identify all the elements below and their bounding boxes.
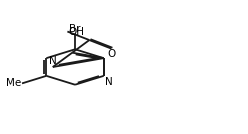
Text: Me: Me [5, 78, 21, 88]
Text: Br: Br [69, 24, 81, 34]
Text: N: N [105, 77, 113, 87]
Text: N: N [49, 56, 57, 66]
Text: OH: OH [69, 27, 85, 37]
Text: O: O [107, 49, 115, 59]
